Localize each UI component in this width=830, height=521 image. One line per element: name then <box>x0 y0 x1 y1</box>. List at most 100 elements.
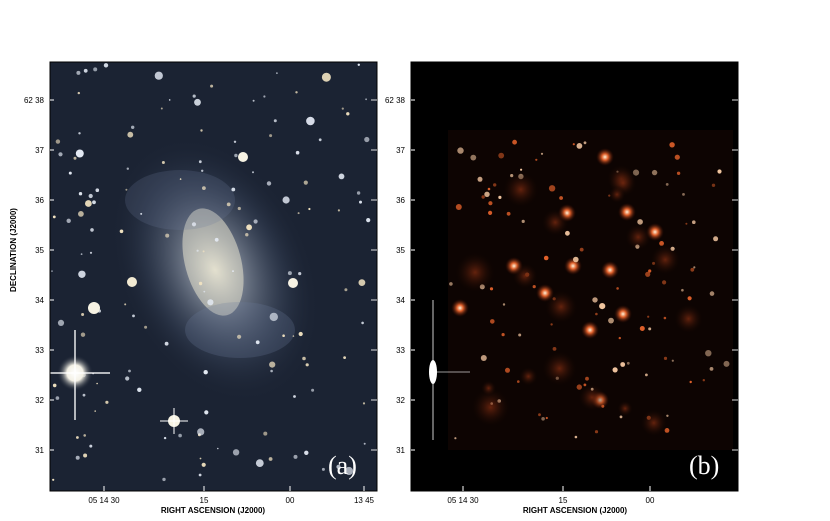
hii-knot <box>711 183 716 187</box>
panel-a-frame <box>49 61 378 492</box>
star <box>344 288 348 292</box>
star <box>233 140 237 143</box>
star <box>231 187 236 192</box>
star <box>302 356 306 361</box>
hii-knot <box>488 201 493 206</box>
hii-knot <box>550 323 553 326</box>
hii-knot <box>663 356 668 360</box>
diffuse-emission <box>501 169 541 210</box>
star <box>276 72 278 74</box>
hii-knot <box>616 287 619 290</box>
star <box>52 478 55 481</box>
star <box>81 313 85 316</box>
hii-knot <box>723 360 730 367</box>
star <box>343 356 346 359</box>
star <box>341 107 344 110</box>
diffuse-emission <box>518 366 539 387</box>
star <box>217 447 219 450</box>
star <box>76 70 81 75</box>
hii-knot <box>681 288 684 292</box>
hii-knot <box>484 191 490 197</box>
star <box>124 303 127 306</box>
star <box>356 191 361 195</box>
star <box>83 68 88 73</box>
panel-a-y-tick-label: 62 38 <box>24 96 45 105</box>
panel-a-y-tick-label: 35 <box>35 246 44 255</box>
panel-b-emission <box>429 130 733 450</box>
star <box>364 136 370 143</box>
panel-a-y-tick-label: 34 <box>35 296 44 305</box>
star <box>252 171 254 174</box>
star <box>89 251 93 254</box>
star <box>161 161 165 164</box>
hii-knot <box>477 176 483 182</box>
star <box>306 116 315 126</box>
star <box>303 180 308 185</box>
star <box>273 119 277 123</box>
hii-knot <box>663 316 667 320</box>
hii-knot <box>518 333 522 337</box>
star <box>295 150 300 155</box>
hii-knot <box>481 195 485 199</box>
star <box>55 396 60 400</box>
star <box>292 335 295 337</box>
star <box>269 312 278 322</box>
star <box>125 188 128 191</box>
hii-knot <box>647 315 650 318</box>
star <box>365 98 367 101</box>
star <box>78 211 84 217</box>
panel-b-hii-regions <box>449 139 730 440</box>
hii-knot <box>682 193 685 196</box>
panel-b-frame <box>410 61 739 492</box>
panel-b-y-tick-label: 31 <box>396 446 405 455</box>
panel-b-x-axis-label: RIGHT ASCENSION (J2000) <box>523 506 628 515</box>
panel-a: (a) <box>50 62 377 491</box>
hii-knot <box>612 367 618 373</box>
star <box>232 449 240 456</box>
panel-a-x-tick-label: 15 <box>200 496 209 505</box>
hii-knot <box>702 379 705 382</box>
star <box>361 321 364 325</box>
star <box>105 400 109 404</box>
star <box>346 112 350 116</box>
star <box>298 331 303 337</box>
panel-b-x-tick-label: 15 <box>559 496 568 505</box>
hii-knot <box>608 317 614 324</box>
star <box>73 156 77 160</box>
star <box>78 270 86 278</box>
star <box>76 436 79 439</box>
diffuse-emission <box>616 400 634 417</box>
star <box>255 459 264 467</box>
star <box>83 434 86 437</box>
star <box>137 387 142 392</box>
hii-knot <box>689 380 692 384</box>
star <box>197 428 205 436</box>
star <box>198 473 202 477</box>
panel-a-x-tick-label: 00 <box>286 496 295 505</box>
star <box>165 233 170 238</box>
star <box>66 218 71 223</box>
star <box>90 228 94 232</box>
hii-knot <box>713 236 719 242</box>
hii-knot <box>490 319 495 324</box>
diffuse-emission <box>511 261 539 290</box>
hii-knot <box>585 376 589 381</box>
star <box>245 233 249 237</box>
star <box>253 219 258 224</box>
hii-knot <box>645 271 651 277</box>
panel-a-x-tick-label: 05 14 30 <box>88 496 120 505</box>
hii-knot <box>512 139 517 145</box>
star <box>308 207 311 211</box>
star <box>194 98 201 106</box>
panel-b-y-tick-label: 62 38 <box>385 96 406 105</box>
star <box>363 442 366 445</box>
star <box>168 99 171 101</box>
star <box>144 325 148 329</box>
panel-a-axes: 62 38 37 36 35 34 33 32 31 05 14 30 15 00 13 45 <box>24 61 378 505</box>
hii-knot <box>651 169 658 176</box>
star <box>305 363 309 367</box>
hii-region <box>596 148 614 166</box>
star <box>82 393 86 397</box>
hii-knot <box>648 269 652 273</box>
